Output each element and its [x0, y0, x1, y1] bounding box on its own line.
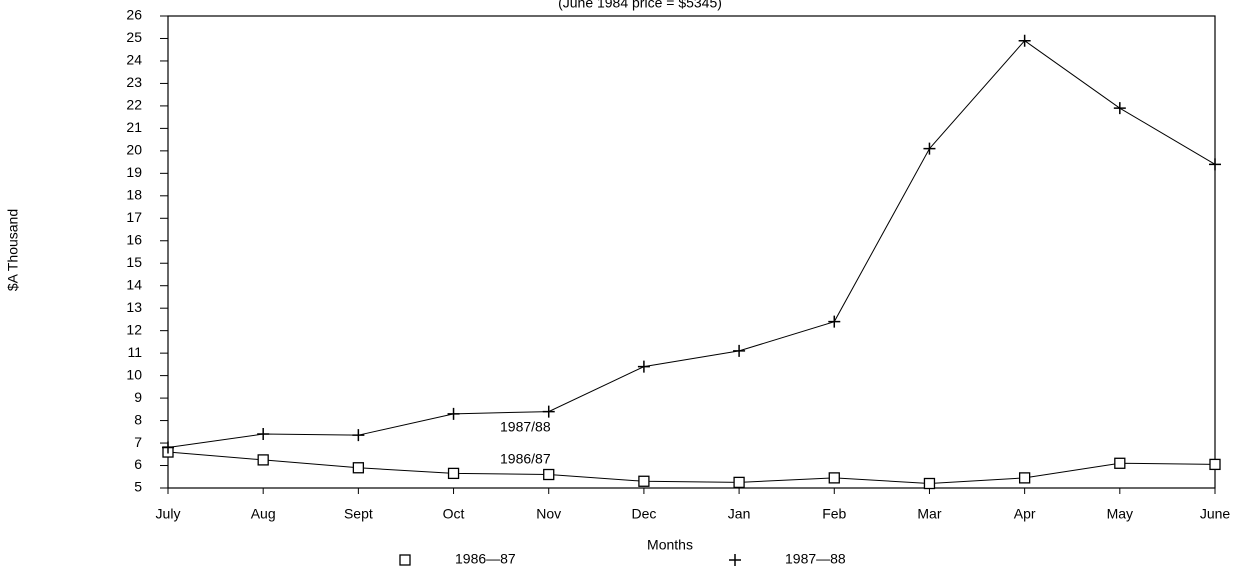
y-tick-label: 22: [126, 97, 142, 113]
y-tick-label: 24: [126, 52, 142, 68]
square-marker: [352, 462, 365, 474]
series-line: [167, 40, 1216, 449]
plus-marker: [1113, 102, 1126, 115]
square-marker: [923, 477, 936, 490]
x-tick-label: Apr: [1014, 506, 1036, 522]
plus-marker: [923, 142, 936, 155]
y-tick-label: 5: [134, 479, 142, 495]
square-marker: [543, 468, 555, 481]
legend-label: 1987—88: [785, 551, 846, 567]
plus-marker: [257, 428, 270, 441]
y-tick-label: 20: [126, 142, 142, 158]
plus-marker: [447, 407, 460, 420]
y-tick-label: 21: [126, 119, 142, 135]
y-tick-label: 14: [126, 276, 142, 292]
x-tick-label: July: [156, 506, 181, 522]
square-marker: [447, 467, 460, 480]
y-tick-label: 8: [134, 411, 142, 427]
plus-marker: [542, 405, 555, 418]
annotation: 1987/88: [500, 419, 551, 435]
y-tick-label: 7: [134, 434, 142, 450]
plus-marker: [1209, 158, 1221, 171]
x-tick-label: Feb: [822, 506, 846, 522]
y-tick-label: 6: [134, 456, 142, 472]
y-tick-label: 18: [126, 187, 142, 203]
chart-subtitle: (June 1984 price = $5345): [558, 0, 722, 11]
x-tick-label: June: [1200, 506, 1231, 522]
y-tick-label: 16: [126, 231, 142, 247]
series-line: [167, 451, 1216, 485]
annotation: 1986/87: [500, 451, 551, 467]
y-tick-label: 23: [126, 74, 142, 90]
y-tick-label: 9: [134, 389, 142, 405]
plus-marker: [733, 344, 746, 357]
y-tick-label: 25: [126, 29, 142, 45]
square-marker: [1018, 472, 1031, 484]
plus-marker: [828, 315, 841, 328]
square-marker: [257, 454, 269, 466]
square-marker: [828, 472, 840, 484]
plus-marker: [162, 441, 174, 454]
x-axis-label: Months: [647, 537, 693, 553]
x-tick-label: May: [1107, 506, 1133, 522]
square-marker: [1209, 458, 1221, 471]
x-tick-label: Mar: [917, 506, 941, 522]
y-axis-label: $A Thousand: [5, 209, 21, 291]
y-tick-label: 19: [126, 164, 142, 180]
y-tick-label: 26: [126, 7, 142, 23]
square-marker: [638, 475, 650, 487]
plus-marker: [637, 360, 650, 373]
x-tick-label: Dec: [631, 506, 656, 522]
y-tick-label: 15: [126, 254, 142, 270]
y-tick-label: 10: [126, 366, 142, 382]
plus-marker: [1018, 34, 1031, 47]
legend-label: 1986—87: [455, 551, 516, 567]
legend-marker: [399, 554, 411, 566]
x-tick-label: Oct: [443, 506, 465, 522]
square-marker: [733, 476, 745, 489]
plot-frame: [167, 15, 1216, 489]
x-tick-label: Aug: [251, 506, 276, 522]
y-tick-label: 17: [126, 209, 142, 225]
x-tick-label: Jan: [728, 506, 751, 522]
y-tick-label: 12: [126, 321, 142, 337]
y-tick-label: 11: [127, 344, 142, 360]
x-tick-label: Nov: [536, 506, 561, 522]
square-marker: [1114, 457, 1126, 469]
y-tick-label: 13: [126, 299, 142, 315]
legend-marker: [729, 554, 741, 566]
x-tick-label: Sept: [344, 506, 373, 522]
plus-marker: [352, 429, 365, 442]
